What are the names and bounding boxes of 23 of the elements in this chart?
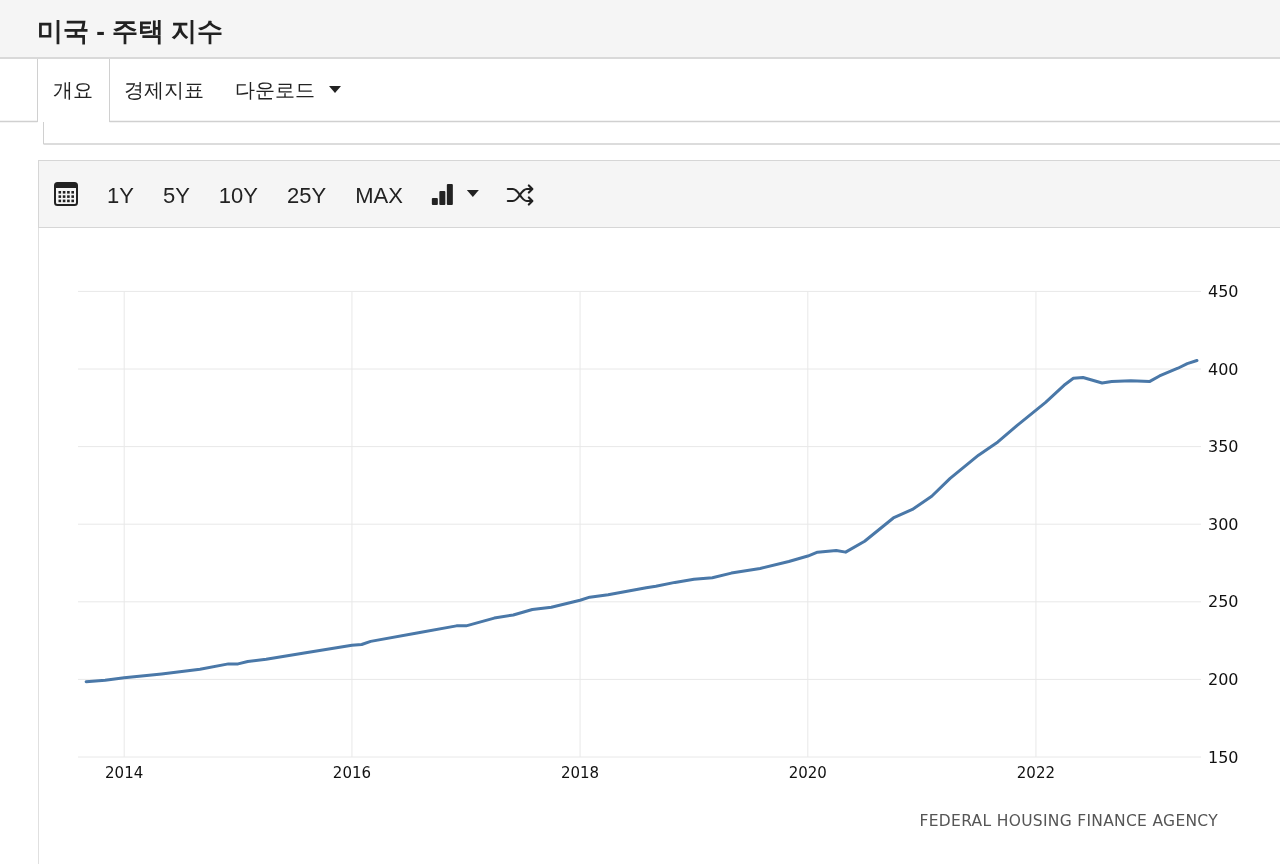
x-tick-label: 2014 <box>105 764 144 782</box>
text: 5Y <box>162 183 191 208</box>
text: 개요 <box>53 79 93 101</box>
y-tick-label: 350 <box>1208 437 1239 457</box>
y-tick-label: 450 <box>1208 281 1239 301</box>
y-tick-label: 250 <box>1208 592 1239 612</box>
y-tick-label: 200 <box>1208 669 1239 689</box>
y-tick-label: 400 <box>1208 359 1239 379</box>
x-tick-label: 2018 <box>560 764 600 782</box>
text: MAX <box>355 183 404 208</box>
x-tick-label: 2020 <box>788 764 827 782</box>
y-tick-label: 150 <box>1208 747 1239 767</box>
chart: 2014 2016 2018 2020 2022 150 200 250 300 350 400 450 <box>77 281 1239 782</box>
text: FEDERAL HOUSING FINANCE AGENCY <box>919 812 1219 830</box>
chart-title: 미국 - 주택 지수 <box>37 16 224 46</box>
x-tick-label: 2022 <box>1016 764 1056 782</box>
text: 10Y <box>218 183 259 208</box>
x-tick-label: 2016 <box>332 764 372 782</box>
text: 다운로드 <box>235 79 315 101</box>
text: 25Y <box>287 183 327 208</box>
text: 1Y <box>107 183 135 208</box>
text: 경제지표 <box>124 79 204 101</box>
y-tick-label: 300 <box>1208 514 1239 534</box>
